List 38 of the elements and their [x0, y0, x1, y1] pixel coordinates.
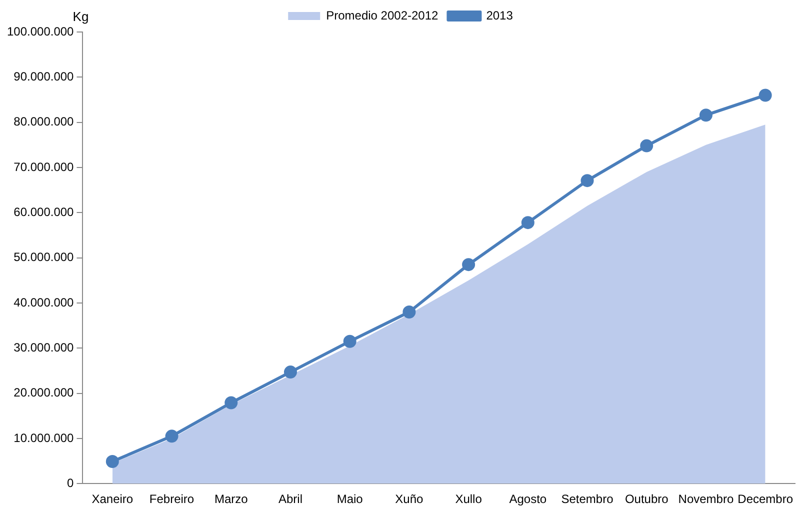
x-tick-label: Abril: [278, 492, 302, 506]
x-tick-label: Setembro: [561, 492, 614, 506]
point: [106, 454, 119, 468]
y-tick-label: 20.000.000: [14, 386, 74, 400]
x-tick-label: Novembro: [678, 492, 734, 506]
point: [284, 366, 297, 379]
y-tick-label: 90.000.000: [14, 69, 74, 84]
x-tick-label: Xaneiro: [92, 492, 134, 506]
y-tick-label: 10.000.000: [14, 430, 74, 445]
x-tick-label: Febreiro: [149, 492, 194, 506]
y-tick-label: 70.000.000: [14, 160, 74, 174]
point: [462, 258, 476, 272]
point: [165, 430, 178, 443]
point: [699, 108, 712, 122]
y-tick-label: 30.000.000: [14, 340, 74, 354]
x-tick-label: Maio: [336, 492, 364, 506]
y-tick-label: 80.000.000: [14, 114, 74, 129]
x-tick-label: Marzo: [214, 492, 248, 506]
y-tick-label: 60.000.000: [14, 204, 74, 219]
y-tick-label: 50.000.000: [14, 250, 74, 264]
x-tick-label: Decembro: [738, 492, 794, 506]
x-tick-label: Xullo: [455, 492, 482, 506]
legend-label: 2013: [486, 8, 514, 22]
point: [580, 174, 594, 188]
point: [758, 88, 772, 102]
x-tick-label: Outubro: [624, 492, 669, 506]
x-tick-label: Agosto: [509, 492, 547, 506]
point: [343, 334, 356, 348]
y-tick-label: 0: [67, 476, 74, 490]
x-tick-label: Xuño: [395, 492, 424, 506]
y-tick-label: 40.000.000: [14, 295, 74, 310]
legend-label: Promedio 2002-2012: [326, 8, 439, 22]
y-axis-title: Kg: [72, 9, 89, 24]
y-tick-label: 100.000.000: [7, 24, 74, 38]
point: [224, 396, 238, 410]
point: [521, 216, 534, 230]
point: [640, 139, 654, 152]
point: [402, 305, 416, 318]
